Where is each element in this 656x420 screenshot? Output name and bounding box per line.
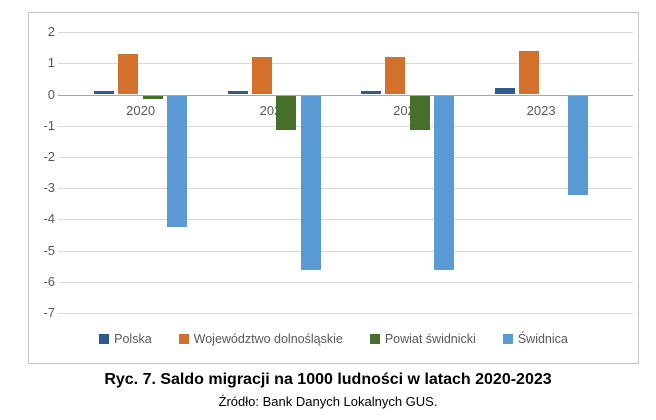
gridline [58, 219, 633, 221]
y-axis-tick-label: -5 [43, 242, 55, 258]
legend-swatch-icon [502, 334, 513, 344]
bar-świdnica-2020 [167, 95, 188, 227]
y-axis-tick-label: 2 [47, 24, 55, 40]
legend-item: Województwo dolnośląskie [178, 332, 343, 346]
gridline [58, 312, 633, 314]
x-axis-category-label: 2023 [526, 103, 556, 118]
gridline [58, 32, 633, 34]
legend-label: Świdnica [517, 332, 568, 346]
gridline [58, 188, 633, 190]
gridline [58, 125, 633, 127]
legend-label: Polska [114, 332, 152, 346]
bar-powiat-świdnicki-2020 [142, 95, 163, 99]
legend-swatch-icon [178, 334, 189, 344]
bar-województwo-dolnośląskie-2023 [518, 50, 539, 95]
y-axis-tick-label: -4 [43, 211, 55, 227]
bar-polska-2022 [361, 91, 381, 95]
bar-polska-2023 [494, 88, 515, 95]
legend-label: Województwo dolnośląskie [193, 332, 343, 346]
y-axis-tick-label: -3 [43, 180, 55, 196]
legend-swatch-icon [99, 334, 110, 344]
y-axis-tick-label: -1 [43, 117, 55, 133]
bar-polska-2020 [94, 91, 114, 95]
y-axis-tick-label: -6 [43, 273, 55, 289]
legend-swatch-icon [369, 334, 380, 344]
legend-label: Powiat świdnicki [384, 332, 476, 346]
bar-polska-2021 [227, 91, 248, 95]
zero-axis-line [58, 94, 633, 96]
chart-caption-title: Ryc. 7. Saldo migracji na 1000 ludności … [104, 371, 552, 388]
gridline [58, 281, 633, 283]
bar-świdnica-2022 [434, 95, 455, 271]
gridline [58, 250, 633, 252]
y-axis-tick-label: -2 [43, 148, 55, 164]
bar-świdnica-2021 [300, 95, 321, 271]
chart: 2 1 0 -1 -2 -3 -4 -5 -6 -7 2020 2021 2022 2023 Polska… [28, 12, 639, 364]
chart-caption-source: Źródło: Bank Danych Lokalnych GUS. [218, 394, 438, 409]
x-axis-category-label: 2020 [126, 103, 156, 118]
bar-województwo-dolnośląskie-2021 [251, 57, 272, 95]
bar-województwo-dolnośląskie-2020 [118, 53, 139, 95]
legend: Polska Województwo dolnośląskie Powiat świ… [29, 327, 638, 351]
gridline [58, 63, 633, 65]
legend-item: Polska [99, 332, 152, 346]
y-axis-tick-label: 1 [47, 55, 55, 71]
bar-powiat-świdnicki-2022 [409, 95, 430, 130]
bar-województwo-dolnośląskie-2022 [385, 57, 406, 95]
y-axis-tick-label: -7 [43, 304, 55, 320]
bar-powiat-świdnicki-2021 [276, 95, 297, 130]
gridline [58, 156, 633, 158]
legend-item: Świdnica [502, 332, 568, 346]
bar-świdnica-2023 [567, 95, 588, 196]
legend-item: Powiat świdnicki [369, 332, 476, 346]
y-axis-tick-label: 0 [47, 86, 55, 102]
